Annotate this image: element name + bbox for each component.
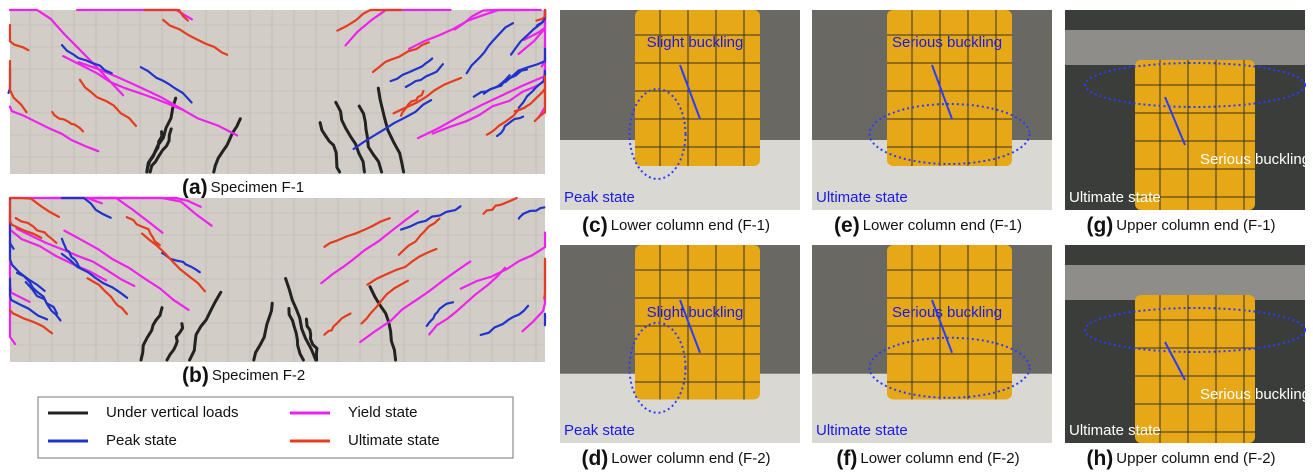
annotation: Slight buckling	[647, 304, 744, 321]
caption-text: Lower column end (F-2)	[611, 450, 770, 467]
photo: Serious buckling Ultimate state	[1065, 245, 1310, 443]
annotation: Slight buckling	[647, 34, 744, 51]
caption-id: (a)	[182, 176, 208, 199]
caption-text: Lower column end (F-1)	[611, 217, 770, 234]
state-label: Peak state	[564, 189, 635, 206]
caption-id: (g)	[1086, 214, 1113, 237]
photo: Slight buckling Peak state	[560, 245, 800, 443]
caption-text: Lower column end (F-1)	[863, 217, 1022, 234]
caption: (a)Specimen F-1	[182, 176, 304, 199]
page: {"panels": [ {"id": "(a)", "caption": "S…	[0, 0, 1313, 472]
photo: Serious buckling Ultimate state	[1065, 10, 1310, 210]
legend-label: Yield state	[348, 404, 418, 421]
caption-id: (d)	[581, 447, 608, 470]
steel-column	[887, 245, 1012, 399]
crack	[544, 259, 545, 299]
figure: (a)Specimen F-1 (b)Specimen F-2 Under vert…	[0, 0, 1313, 472]
legend-label: Under vertical loads	[106, 404, 239, 421]
beam	[1065, 30, 1305, 65]
caption-text: Upper column end (F-2)	[1116, 450, 1275, 467]
caption-text: Upper column end (F-1)	[1116, 217, 1275, 234]
legend-label: Peak state	[106, 432, 177, 449]
state-label: Peak state	[564, 422, 635, 439]
state-label: Ultimate state	[816, 189, 908, 206]
caption-id: (h)	[1086, 447, 1113, 470]
annotation: Serious buckling	[1200, 151, 1310, 168]
annotation: Serious buckling	[892, 304, 1002, 321]
caption: (f)Lower column end (F-2)	[836, 447, 1019, 470]
photo: Serious buckling Ultimate state	[812, 245, 1052, 443]
photo: Serious buckling Ultimate state	[812, 10, 1052, 210]
caption: (e)Lower column end (F-1)	[834, 214, 1022, 237]
annotation: Serious buckling	[892, 34, 1002, 51]
caption: (c)Lower column end (F-1)	[582, 214, 770, 237]
state-label: Ultimate state	[1069, 422, 1161, 439]
caption-id: (e)	[834, 214, 860, 237]
caption-id: (f)	[836, 447, 857, 470]
caption-text: Specimen F-2	[212, 367, 305, 384]
caption: (g)Upper column end (F-1)	[1086, 214, 1275, 237]
legend-label: Ultimate state	[348, 432, 440, 449]
state-label: Ultimate state	[1069, 189, 1161, 206]
caption: (d)Lower column end (F-2)	[581, 447, 770, 470]
caption-text: Specimen F-1	[211, 179, 304, 196]
steel-column	[1135, 295, 1255, 443]
beam	[1065, 265, 1305, 300]
caption-text: Lower column end (F-2)	[860, 450, 1019, 467]
caption-id: (b)	[182, 364, 209, 387]
steel-column	[1135, 60, 1255, 210]
annotation: Serious buckling	[1200, 386, 1310, 403]
caption-id: (c)	[582, 214, 608, 237]
photo: Slight buckling Peak state	[560, 10, 800, 210]
caption: (b)Specimen F-2	[182, 364, 305, 387]
caption: (h)Upper column end (F-2)	[1086, 447, 1275, 470]
state-label: Ultimate state	[816, 422, 908, 439]
